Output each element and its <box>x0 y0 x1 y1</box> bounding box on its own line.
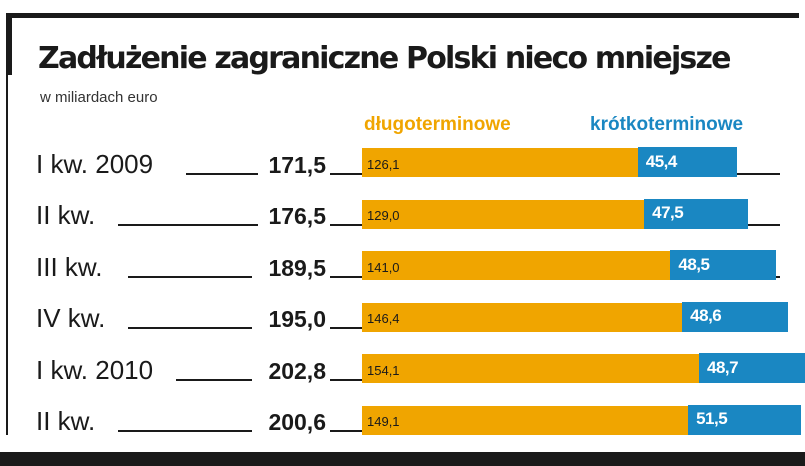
bar-short-term-value: 45,4 <box>645 151 678 171</box>
row-total: 200,6 <box>268 409 326 435</box>
bar-short-term <box>688 404 801 435</box>
bar-long-term <box>362 354 700 383</box>
bar-long-term <box>362 302 683 332</box>
leader-line <box>118 430 252 432</box>
legend-long-term: długoterminowe <box>364 114 511 135</box>
bar-long-term <box>362 199 645 229</box>
row-label: IV kw. <box>36 303 106 333</box>
bar-long-term-value: 129,0 <box>367 208 400 223</box>
frame-top-rule <box>6 13 799 18</box>
row-total: 189,5 <box>268 254 326 281</box>
leader-line <box>176 378 252 381</box>
frame-left-rule <box>6 13 12 75</box>
bar-long-term-value: 126,1 <box>367 156 400 172</box>
chart-subtitle: w miliardach euro <box>40 89 158 106</box>
bar-long-term <box>362 251 671 280</box>
frame-left-thin-rule <box>6 75 8 435</box>
bar-long-term-value: 146,4 <box>367 311 400 326</box>
frame-bottom-band <box>0 452 805 466</box>
bar-long-term-value: 141,0 <box>367 259 400 275</box>
row-label: II kw. <box>36 406 96 436</box>
bar-long-term-value: 149,1 <box>367 414 400 429</box>
leader-line <box>128 327 252 329</box>
bar-short-term <box>670 250 777 280</box>
bar-short-term-value: 48,7 <box>707 357 739 377</box>
bar-short-term <box>644 198 748 229</box>
bar-short-term-value: 48,6 <box>690 306 722 325</box>
bar-short-term <box>682 301 789 332</box>
bar-long-term-value: 154,1 <box>367 362 400 378</box>
row-total: 176,5 <box>268 203 326 229</box>
chart-title: Zadłużenie zagraniczne Polski nieco mnie… <box>38 41 732 76</box>
row-label: II kw. <box>36 200 96 230</box>
row-label: III kw. <box>36 251 103 282</box>
bar-short-term-value: 47,5 <box>652 203 684 222</box>
bar-short-term-value: 51,5 <box>696 409 728 428</box>
row-label: I kw. 2009 <box>36 148 154 179</box>
leader-line <box>128 275 252 278</box>
bar-long-term <box>362 405 689 435</box>
bar-short-term-value: 48,5 <box>678 254 710 274</box>
row-total: 195,0 <box>268 306 326 332</box>
bar-short-term <box>637 147 738 177</box>
leader-line <box>186 172 258 175</box>
leader-line <box>118 224 258 226</box>
row-total: 171,5 <box>268 151 326 178</box>
bar-long-term <box>362 148 638 177</box>
bar-short-term <box>699 353 805 383</box>
row-label: I kw. 2010 <box>36 354 154 385</box>
legend-short-term: krótkoterminowe <box>590 114 744 135</box>
row-total: 202,8 <box>268 357 326 384</box>
